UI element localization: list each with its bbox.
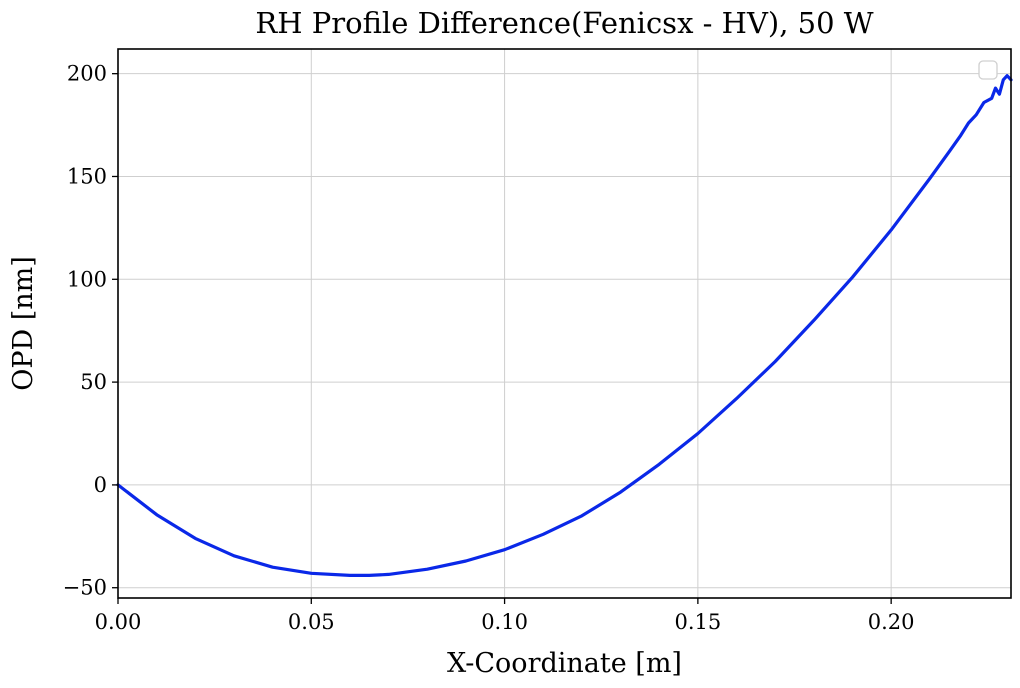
legend-box	[978, 60, 998, 80]
x-axis-label: X-Coordinate [m]	[447, 648, 682, 679]
y-tick-label: 150	[67, 164, 107, 188]
plot-frame	[117, 48, 1012, 599]
y-tick-label: 50	[80, 370, 107, 394]
y-tick-label: 0	[94, 473, 107, 497]
y-tick-label: 200	[67, 62, 107, 86]
grid	[117, 49, 1011, 598]
y-tick-label: 100	[67, 267, 107, 291]
chart-title: RH Profile Difference(Fenicsx - HV), 50 …	[255, 6, 873, 40]
x-tick-label: 0.15	[674, 610, 721, 634]
series-line	[116, 74, 1013, 578]
x-tick-label: 0.10	[481, 610, 528, 634]
x-tick-label: 0.05	[288, 610, 335, 634]
y-axis-label: OPD [nm]	[8, 256, 39, 391]
y-tick-label: −50	[63, 576, 107, 600]
x-tick-label: 0.20	[868, 610, 915, 634]
ticks: 0.00 0.05 0.10 0.15 0.20 −50 0 50 100 150 200	[63, 62, 915, 634]
series-layer	[116, 74, 1013, 578]
x-tick-label: 0.00	[95, 610, 142, 634]
